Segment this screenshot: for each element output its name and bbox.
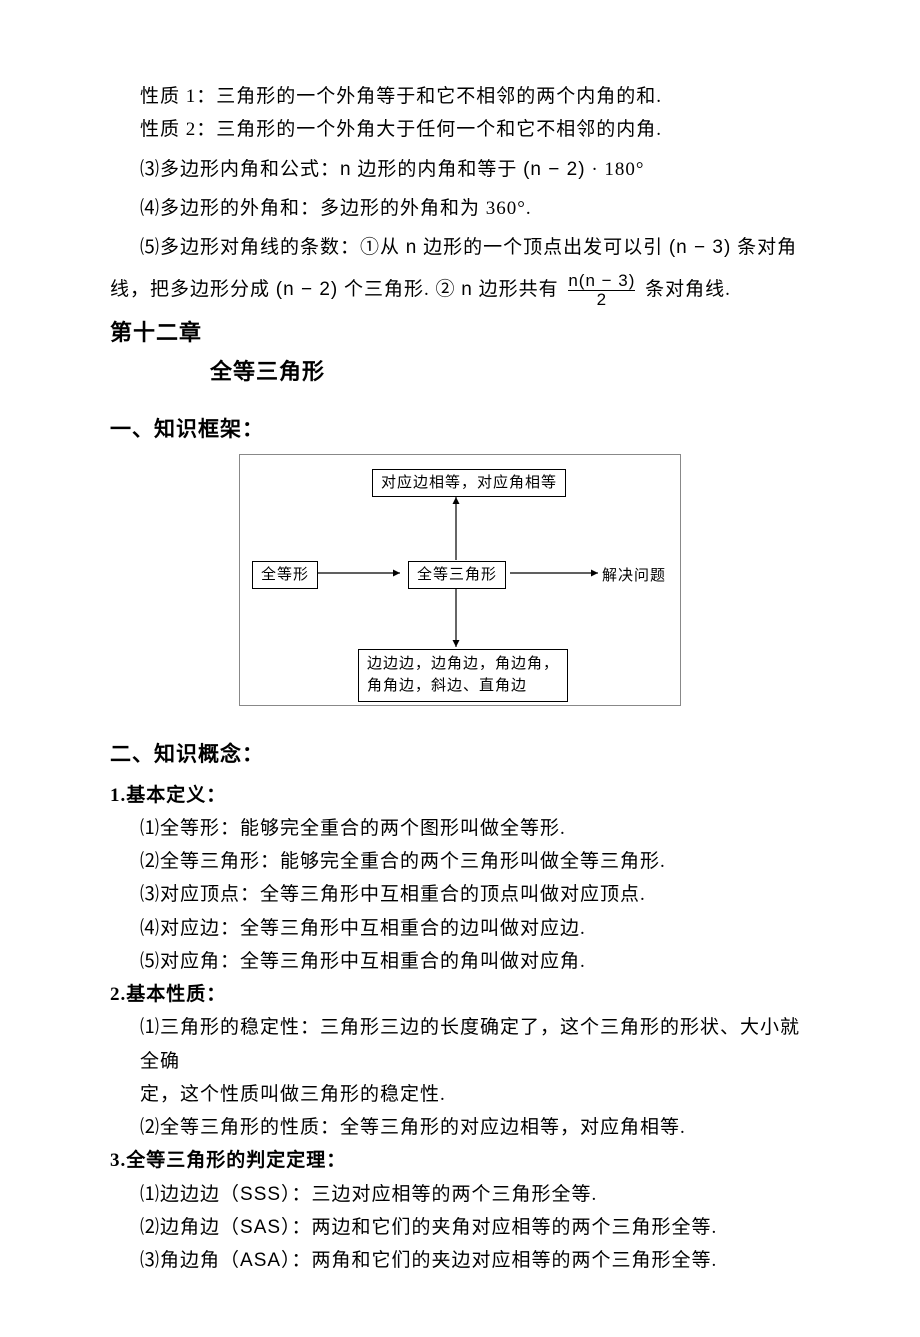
diagram-node-left: 全等形 (252, 561, 318, 589)
def-2: ⑵全等三角形：能够完全重合的两个三角形叫做全等三角形. (110, 845, 810, 878)
text: 边形共有 (473, 279, 565, 300)
text: ⑸多边形对角线的条数：①从 (140, 237, 406, 258)
diagram-bottom-line1: 边边边，边角边，角边角， (367, 656, 559, 672)
text: ⑶角边角（ (140, 1250, 240, 1271)
def-heading: 1.基本定义： (110, 779, 810, 812)
text: 条对角 (731, 237, 797, 258)
text: ）：三边对应相等的两个三角形全等. (281, 1184, 597, 1205)
prop-1a: ⑴三角形的稳定性：三角形三边的长度确定了，这个三角形的形状、大小就全确 (110, 1011, 810, 1078)
abbr-sas: SAS (240, 1217, 281, 1238)
prop-heading: 2.基本性质： (110, 978, 810, 1011)
prop-1b: 定，这个性质叫做三角形的稳定性. (110, 1078, 810, 1111)
diagram-node-center: 全等三角形 (408, 561, 506, 589)
diagram-box: 对应边相等，对应角相等 全等形 全等三角形 解决问题 边边边，边角边，角边角， … (239, 454, 681, 706)
text: ⑵边角边（ (140, 1217, 240, 1238)
text: ）：两边和它们的夹角对应相等的两个三角形全等. (281, 1217, 717, 1238)
chapter-number: 第十二章 (110, 314, 810, 353)
abbr-sss: SSS (240, 1184, 281, 1205)
polygon-diagonals-line2: 线，把多边形分成 (n − 2) 个三角形. ② n 边形共有 n(n − 3)… (110, 270, 810, 310)
diagram-node-right: 解决问题 (602, 563, 666, 589)
polygon-interior-sum: ⑶多边形内角和公式：n 边形的内角和等于 (n − 2) · 180° (110, 153, 810, 186)
prop-2: ⑵全等三角形的性质：全等三角形的对应边相等，对应角相等. (110, 1111, 810, 1144)
var-n: n (406, 237, 418, 258)
knowledge-diagram: 对应边相等，对应角相等 全等形 全等三角形 解决问题 边边边，边角边，角边角， … (110, 454, 810, 706)
chapter-title: 全等三角形 (110, 353, 810, 392)
expr: (n − 3) (669, 237, 731, 258)
text: ⑴边边边（ (140, 1184, 240, 1205)
judge-3: ⑶角边角（ASA）：两角和它们的夹边对应相等的两个三角形全等. (110, 1244, 810, 1277)
property-2: 性质 2：三角形的一个外角大于任何一个和它不相邻的内角. (110, 113, 810, 146)
property-1: 性质 1：三角形的一个外角等于和它不相邻的两个内角的和. (110, 80, 810, 113)
text: 线，把多边形分成 (110, 279, 276, 300)
diagram-bottom-line2: 角角边，斜边、直角边 (367, 678, 527, 694)
expr: (n − 2) (276, 279, 338, 300)
text: ⑶多边形内角和公式： (140, 159, 340, 180)
expr: (n − 2) (523, 159, 585, 180)
var-n: n (461, 279, 473, 300)
def-3: ⑶对应顶点：全等三角形中互相重合的顶点叫做对应顶点. (110, 878, 810, 911)
text: 边形的内角和等于 (352, 159, 524, 180)
judge-1: ⑴边边边（SSS）：三边对应相等的两个三角形全等. (110, 1178, 810, 1211)
fraction-denominator: 2 (568, 290, 635, 310)
polygon-exterior-sum: ⑷多边形的外角和：多边形的外角和为 360°. (110, 192, 810, 225)
def-1: ⑴全等形：能够完全重合的两个图形叫做全等形. (110, 812, 810, 845)
fraction: n(n − 3)2 (568, 272, 635, 310)
abbr-asa: ASA (240, 1250, 281, 1271)
var-n: n (340, 159, 352, 180)
section-2-heading: 二、知识概念： (110, 736, 810, 773)
judge-heading: 3.全等三角形的判定定理： (110, 1144, 810, 1177)
text: · 180° (586, 159, 645, 180)
def-5: ⑸对应角：全等三角形中互相重合的角叫做对应角. (110, 945, 810, 978)
text: 边形的一个顶点出发可以引 (417, 237, 669, 258)
polygon-diagonals-line1: ⑸多边形对角线的条数：①从 n 边形的一个顶点出发可以引 (n − 3) 条对角 (110, 231, 810, 264)
diagram-node-top: 对应边相等，对应角相等 (372, 469, 566, 497)
diagram-node-bottom: 边边边，边角边，角边角， 角角边，斜边、直角边 (358, 649, 568, 702)
section-1-heading: 一、知识框架： (110, 411, 810, 448)
def-4: ⑷对应边：全等三角形中互相重合的边叫做对应边. (110, 912, 810, 945)
fraction-numerator: n(n − 3) (568, 272, 635, 291)
text: ）：两角和它们的夹边对应相等的两个三角形全等. (281, 1250, 717, 1271)
judge-2: ⑵边角边（SAS）：两边和它们的夹角对应相等的两个三角形全等. (110, 1211, 810, 1244)
document-page: 性质 1：三角形的一个外角等于和它不相邻的两个内角的和. 性质 2：三角形的一个… (0, 0, 920, 1337)
text: 个三角形. ② (338, 279, 461, 300)
text: 条对角线. (639, 279, 731, 300)
